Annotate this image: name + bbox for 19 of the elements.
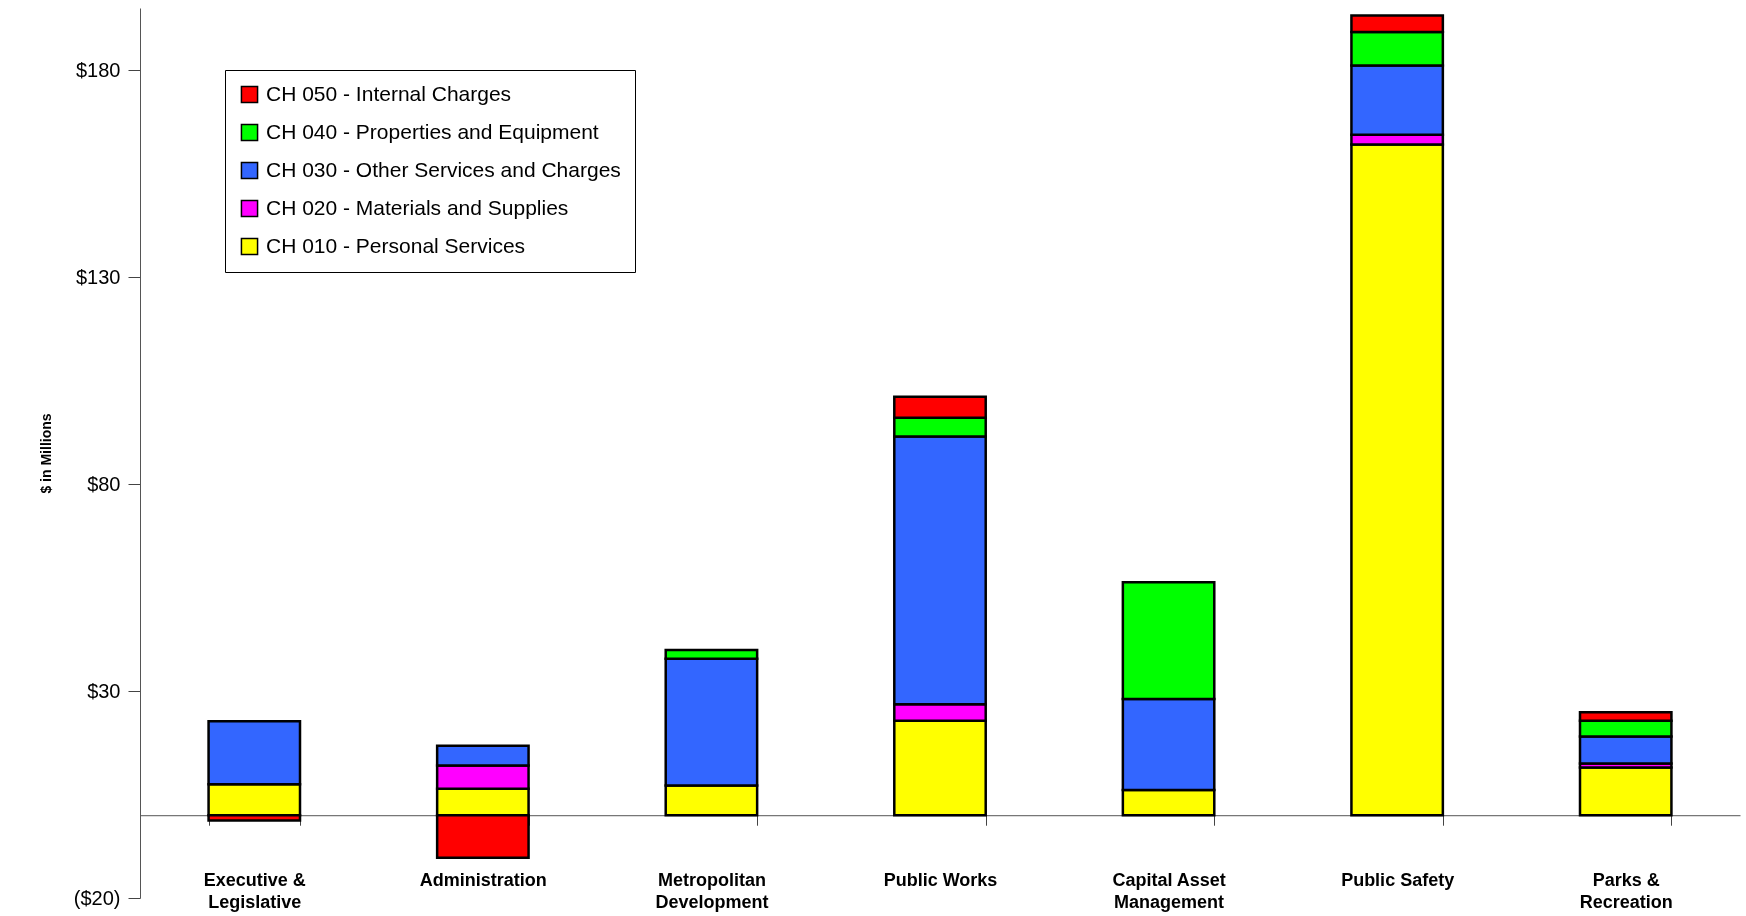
legend-label: CH 010 - Personal Services [266,233,526,257]
x-tick-label: Administration [419,869,547,890]
y-tick-label: $130 [76,265,121,288]
y-axis-title: $ in Millions [37,413,54,494]
bar [1578,766,1673,817]
y-tick-label: $180 [76,58,121,81]
legend-label: CH 040 - Properties and Equipment [266,119,599,143]
x-tick-label: Parks & Recreation [1579,869,1673,912]
legend-label: CH 050 - Internal Charges [266,81,512,105]
y-tick-label: ($20) [73,886,121,909]
x-tick-label: Capital Asset Management [1112,869,1226,912]
x-tick-label: Public Works [883,869,998,890]
y-tick-label: $80 [87,472,121,495]
legend-label: CH 020 - Materials and Supplies [266,195,569,219]
legend-label: CH 030 - Other Services and Charges [266,157,621,181]
x-tick-label: Public Safety [1341,869,1455,890]
x-tick-label: Executive & Legislative [203,869,306,912]
x-tick-label: Metropolitan Development [655,869,769,912]
y-tick-label: $30 [87,679,121,702]
